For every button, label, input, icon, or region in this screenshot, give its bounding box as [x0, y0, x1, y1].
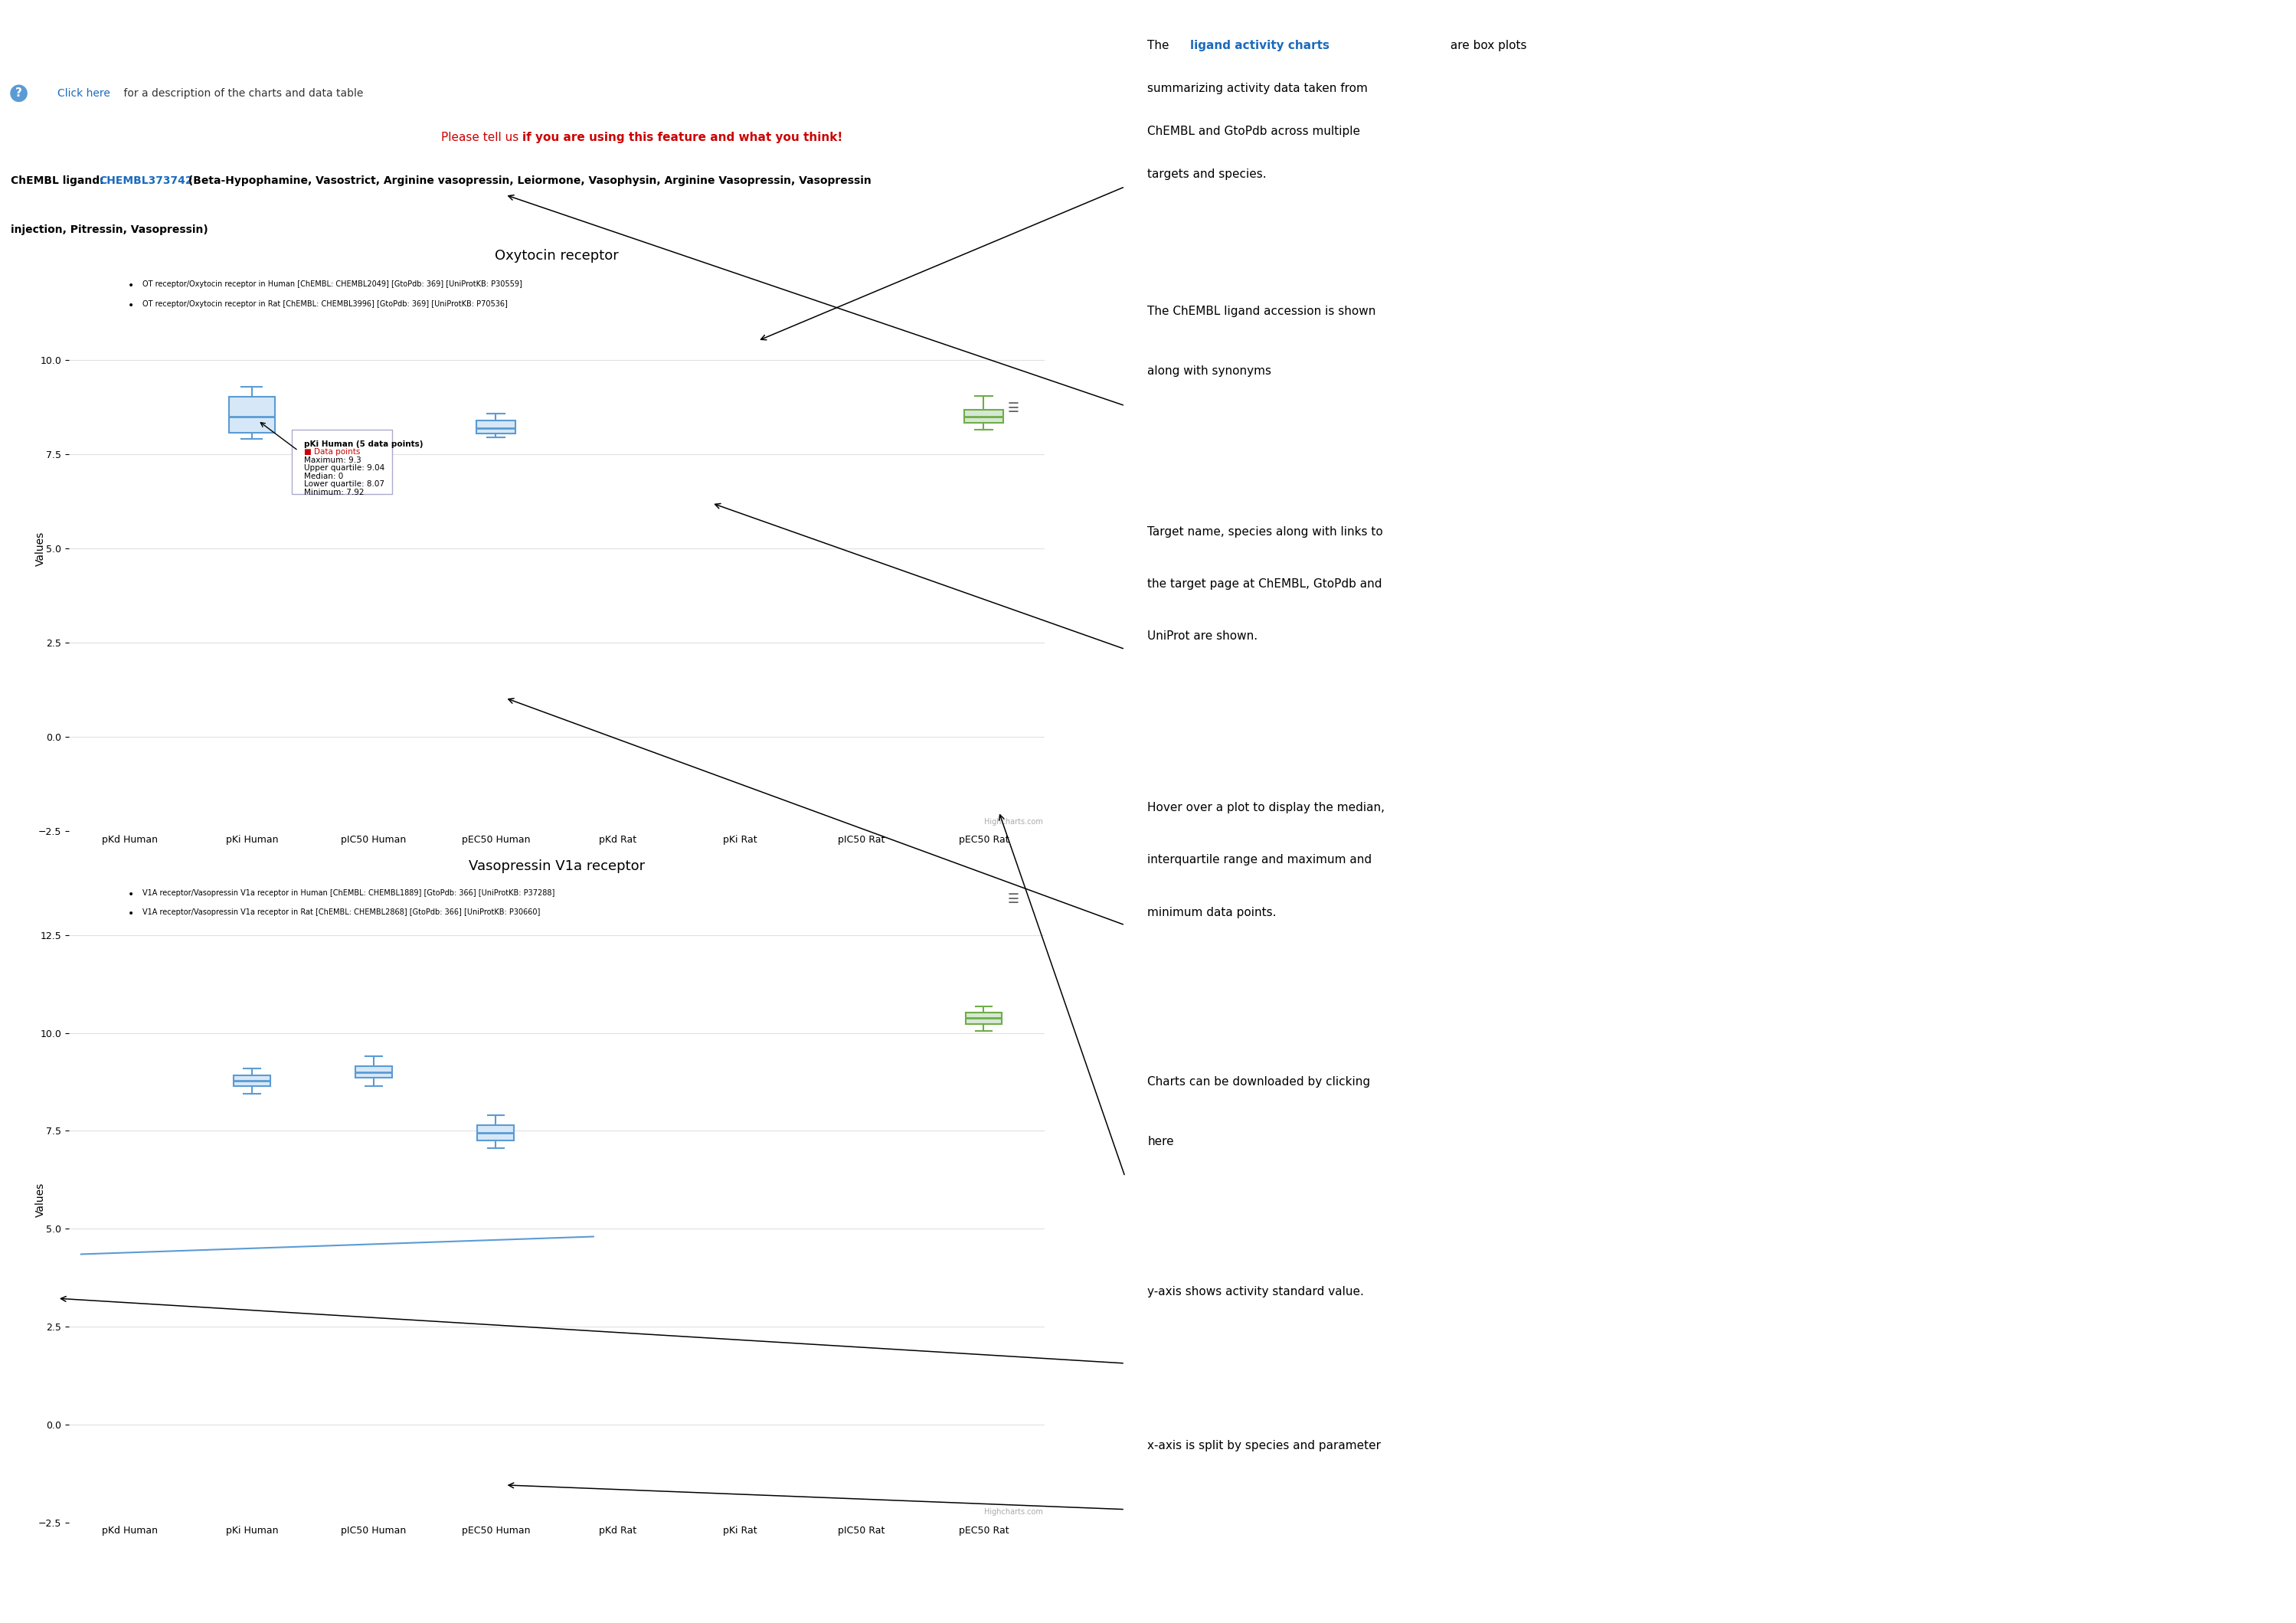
Text: Hover over a plot to display the median,: Hover over a plot to display the median,	[1148, 802, 1384, 813]
Text: for a description of the charts and data table: for a description of the charts and data…	[119, 88, 363, 99]
Text: ligand activity charts: ligand activity charts	[1189, 41, 1329, 52]
Text: Target name, species along with links to: Target name, species along with links to	[1148, 526, 1382, 537]
Text: ChEMBL ligand:: ChEMBL ligand:	[11, 175, 108, 187]
Text: if you are using this feature and what you think!: if you are using this feature and what y…	[523, 131, 843, 143]
Text: •: •	[129, 889, 133, 901]
Text: Click here: Click here	[57, 88, 110, 99]
Text: Charts can be downloaded by clicking: Charts can be downloaded by clicking	[1148, 1076, 1371, 1087]
FancyBboxPatch shape	[478, 1125, 514, 1141]
Text: Please tell us: Please tell us	[441, 131, 523, 143]
Text: Median: 0: Median: 0	[305, 472, 344, 480]
Text: •: •	[129, 300, 133, 310]
Text: •: •	[129, 909, 133, 920]
Text: vasopressin [Ligand Id: 2168] activity data from GtoPdb and ChEMBL: vasopressin [Ligand Id: 2168] activity d…	[11, 28, 634, 42]
FancyBboxPatch shape	[230, 396, 276, 433]
Text: targets and species.: targets and species.	[1148, 169, 1267, 180]
Text: (Beta-Hypophamine, Vasostrict, Arginine vasopressin, Leiormone, Vasophysin, Argi: (Beta-Hypophamine, Vasostrict, Arginine …	[186, 175, 872, 187]
Text: Upper quartile: 9.04: Upper quartile: 9.04	[305, 464, 386, 472]
Title: Vasopressin V1a receptor: Vasopressin V1a receptor	[468, 859, 645, 873]
Text: Values: Values	[34, 1182, 46, 1217]
Text: Values: Values	[34, 531, 46, 566]
FancyBboxPatch shape	[356, 1066, 393, 1078]
Text: ☰: ☰	[1008, 893, 1019, 906]
Text: V1A receptor/Vasopressin V1a receptor in Rat [ChEMBL: CHEMBL2868] [GtoPdb: 366] : V1A receptor/Vasopressin V1a receptor in…	[142, 909, 540, 917]
Text: Maximum: 9.3: Maximum: 9.3	[305, 456, 360, 464]
Text: UniProt are shown.: UniProt are shown.	[1148, 631, 1258, 643]
Text: Highcharts.com: Highcharts.com	[985, 818, 1042, 826]
Text: interquartile range and maximum and: interquartile range and maximum and	[1148, 854, 1373, 865]
Text: •: •	[129, 281, 133, 291]
Text: x-axis is split by species and parameter: x-axis is split by species and parameter	[1148, 1440, 1380, 1451]
Text: The: The	[1148, 41, 1173, 52]
FancyBboxPatch shape	[292, 430, 393, 493]
FancyBboxPatch shape	[964, 1013, 1001, 1024]
Text: OT receptor/Oxytocin receptor in Rat [ChEMBL: CHEMBL3996] [GtoPdb: 369] [UniProt: OT receptor/Oxytocin receptor in Rat [Ch…	[142, 300, 507, 308]
FancyBboxPatch shape	[234, 1076, 271, 1086]
Text: ■ Data points: ■ Data points	[305, 448, 360, 456]
Text: summarizing activity data taken from: summarizing activity data taken from	[1148, 83, 1368, 94]
Text: ☰: ☰	[1008, 403, 1019, 415]
Text: here: here	[1148, 1136, 1173, 1147]
Text: ChEMBL and GtoPdb across multiple: ChEMBL and GtoPdb across multiple	[1148, 127, 1359, 138]
Text: injection, Pitressin, Vasopressin): injection, Pitressin, Vasopressin)	[11, 224, 209, 235]
Text: Highcharts.com: Highcharts.com	[985, 1508, 1042, 1516]
Text: CHEMBL373742: CHEMBL373742	[99, 175, 193, 187]
Text: are box plots: are box plots	[1446, 41, 1527, 52]
Text: along with synonyms: along with synonyms	[1148, 365, 1272, 377]
Title: Oxytocin receptor: Oxytocin receptor	[496, 248, 618, 263]
Text: y-axis shows activity standard value.: y-axis shows activity standard value.	[1148, 1285, 1364, 1297]
Text: pKi Human (5 data points): pKi Human (5 data points)	[305, 440, 422, 448]
Text: the target page at ChEMBL, GtoPdb and: the target page at ChEMBL, GtoPdb and	[1148, 578, 1382, 589]
Text: OT receptor/Oxytocin receptor in Human [ChEMBL: CHEMBL2049] [GtoPdb: 369] [UniPr: OT receptor/Oxytocin receptor in Human […	[142, 281, 521, 287]
Text: The ChEMBL ligand accession is shown: The ChEMBL ligand accession is shown	[1148, 305, 1375, 316]
Text: Minimum: 7.92: Minimum: 7.92	[305, 489, 365, 497]
Text: minimum data points.: minimum data points.	[1148, 907, 1277, 919]
FancyBboxPatch shape	[475, 420, 514, 433]
Text: Lower quartile: 8.07: Lower quartile: 8.07	[305, 480, 386, 489]
Text: V1A receptor/Vasopressin V1a receptor in Human [ChEMBL: CHEMBL1889] [GtoPdb: 366: V1A receptor/Vasopressin V1a receptor in…	[142, 889, 553, 898]
FancyBboxPatch shape	[964, 411, 1003, 422]
Text: ?: ?	[16, 88, 23, 99]
